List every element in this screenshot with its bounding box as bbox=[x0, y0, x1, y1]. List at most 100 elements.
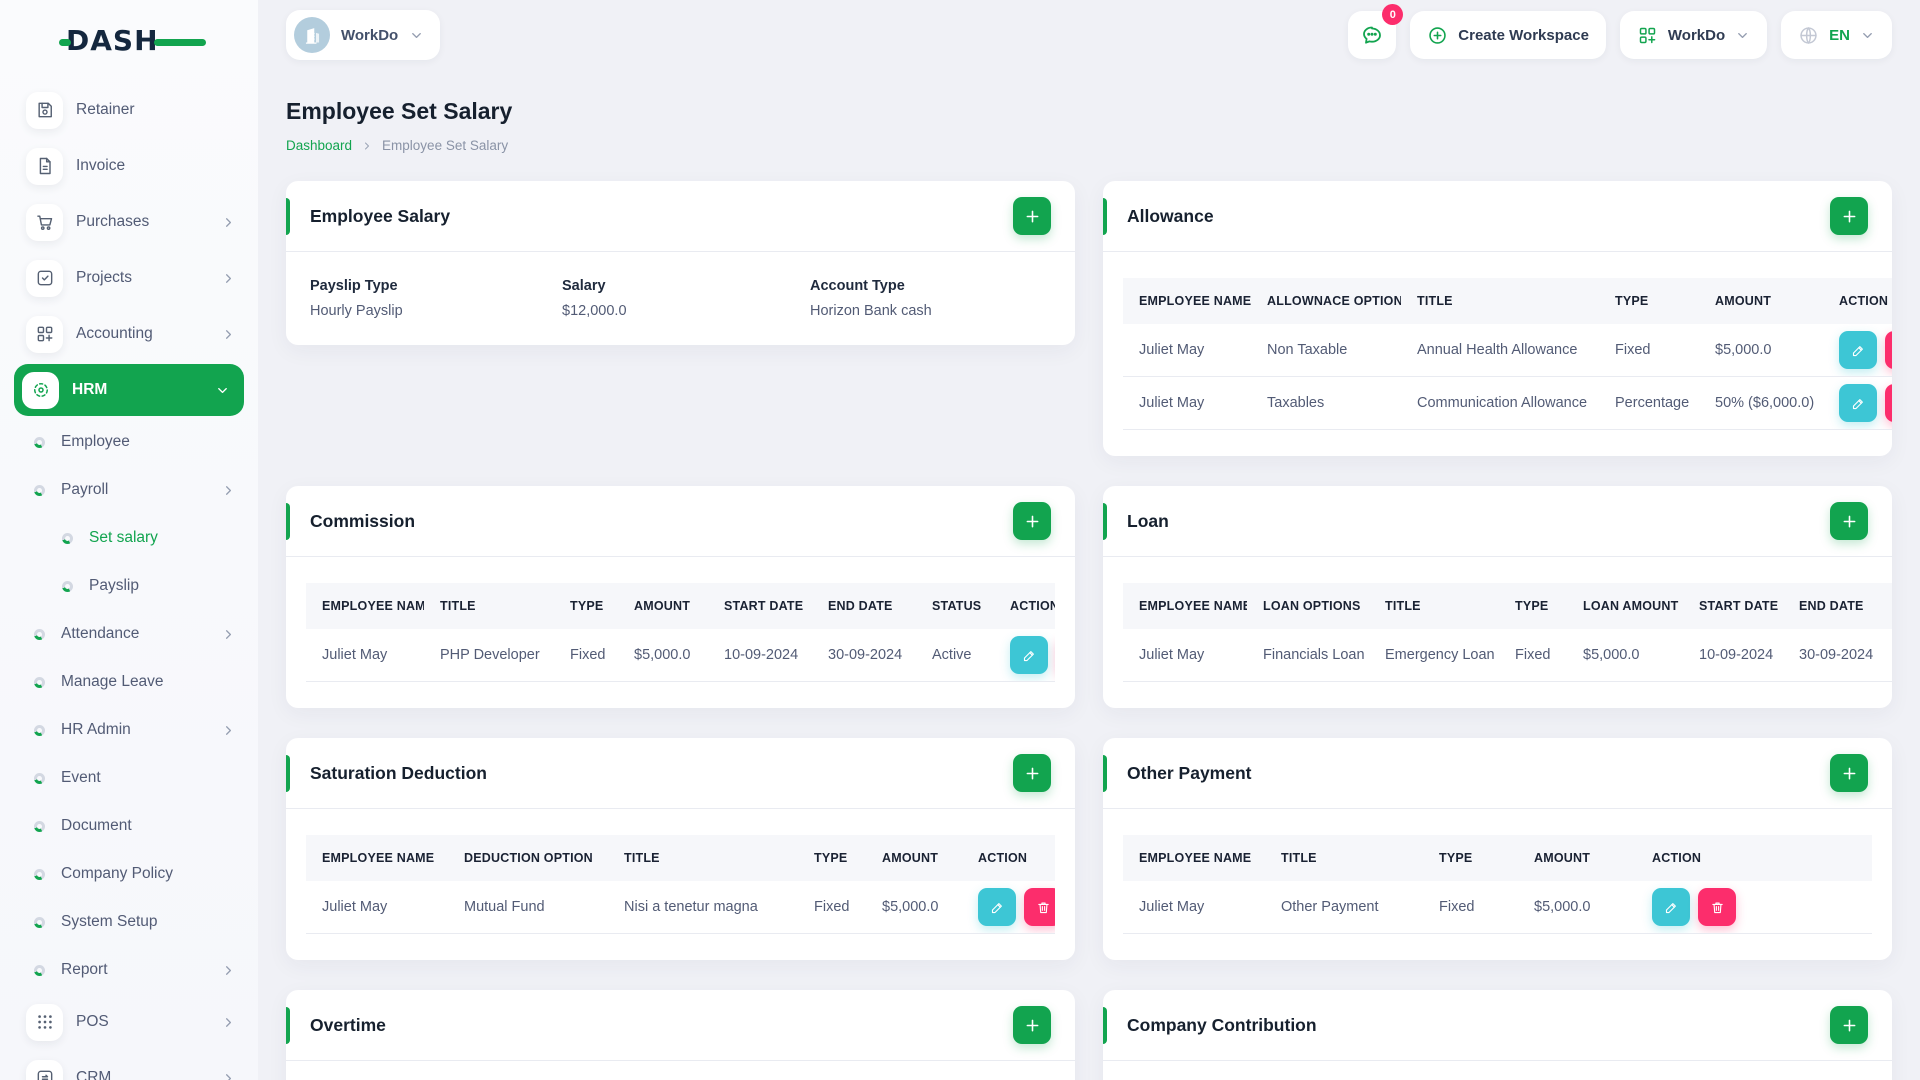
create-workspace-button[interactable]: Create Workspace bbox=[1410, 11, 1606, 59]
edit-button[interactable] bbox=[1652, 888, 1690, 926]
sidebar-item-projects[interactable]: Projects bbox=[0, 250, 258, 306]
workspace-selector[interactable]: WorkDo bbox=[286, 10, 441, 60]
workspace-name: WorkDo bbox=[341, 26, 399, 44]
add-company-contribution-button[interactable] bbox=[1830, 1006, 1868, 1044]
delete-button[interactable] bbox=[1024, 888, 1055, 926]
sidebar-item-retainer[interactable]: Retainer bbox=[0, 82, 258, 138]
field-value: Horizon Bank cash bbox=[810, 303, 932, 319]
sidebar-item-event[interactable]: Event bbox=[0, 754, 258, 802]
logo-dash-accent bbox=[154, 39, 206, 46]
column-header: START DATE bbox=[708, 583, 812, 629]
bullet-icon bbox=[34, 484, 45, 496]
sidebar-item-accounting[interactable]: Accounting bbox=[0, 306, 258, 362]
topbar: WorkDo 0 Create Workspace WorkDo bbox=[286, 0, 1892, 70]
pos-grid-icon bbox=[26, 1003, 63, 1041]
globe-icon bbox=[1798, 25, 1819, 46]
edit-button[interactable] bbox=[1839, 331, 1877, 369]
app-logo[interactable]: DASH bbox=[59, 24, 206, 58]
table-header-row: EMPLOYEE NAME LOAN OPTIONS TITLE TYPE LO… bbox=[1123, 583, 1892, 629]
sidebar-item-hrm[interactable]: HRM bbox=[14, 364, 244, 416]
saturation-deduction-table: EMPLOYEE NAME DEDUCTION OPTION TITLE TYP… bbox=[306, 835, 1055, 934]
card-header: Other Payment bbox=[1103, 738, 1892, 809]
cell-end-date: 30-09-2024 bbox=[812, 629, 916, 682]
sidebar-item-pos[interactable]: POS bbox=[0, 994, 258, 1050]
edit-button[interactable] bbox=[978, 888, 1016, 926]
sidebar-item-company-policy[interactable]: Company Policy bbox=[0, 850, 258, 898]
edit-employee-salary-button[interactable] bbox=[1013, 197, 1051, 235]
chevron-right-icon bbox=[221, 627, 236, 642]
chevron-right-icon bbox=[221, 327, 236, 342]
table-row: Juliet May Mutual Fund Nisi a tenetur ma… bbox=[306, 881, 1055, 934]
sidebar-item-set-salary[interactable]: Set salary bbox=[0, 514, 258, 562]
cell-actions bbox=[1636, 881, 1872, 934]
add-allowance-button[interactable] bbox=[1830, 197, 1868, 235]
sidebar-item-label: System Setup bbox=[61, 913, 158, 930]
card-header: Saturation Deduction bbox=[286, 738, 1075, 809]
workspace-avatar bbox=[294, 17, 330, 53]
bullet-icon bbox=[34, 676, 45, 688]
table-header-row: EMPLOYEE NAME TITLE TYPE AMOUNT ACTION bbox=[1123, 835, 1872, 881]
plus-icon bbox=[1026, 767, 1038, 779]
sidebar-item-payroll[interactable]: Payroll bbox=[0, 466, 258, 514]
cell-title: Nisi a tenetur magna bbox=[608, 881, 798, 934]
edit-button[interactable] bbox=[1010, 636, 1048, 674]
delete-button[interactable] bbox=[1698, 888, 1736, 926]
bullet-icon bbox=[34, 820, 45, 832]
bullet-icon bbox=[62, 580, 73, 592]
add-saturation-deduction-button[interactable] bbox=[1013, 754, 1051, 792]
sidebar-item-invoice[interactable]: Invoice bbox=[0, 138, 258, 194]
sidebar-item-report[interactable]: Report bbox=[0, 946, 258, 994]
invoice-icon bbox=[26, 147, 63, 185]
field-label: Payslip Type bbox=[310, 278, 398, 294]
cell-end-date: 30-09-2024 bbox=[1783, 629, 1892, 682]
bullet-icon bbox=[34, 628, 45, 640]
workspace-menu-label: WorkDo bbox=[1667, 26, 1726, 44]
sidebar-item-document[interactable]: Document bbox=[0, 802, 258, 850]
workspace-menu-button[interactable]: WorkDo bbox=[1619, 11, 1768, 59]
sidebar-item-manage-leave[interactable]: Manage Leave bbox=[0, 658, 258, 706]
sidebar-item-label: Document bbox=[61, 817, 132, 834]
sidebar-item-system-setup[interactable]: System Setup bbox=[0, 898, 258, 946]
column-header: ACTION bbox=[1823, 278, 1892, 324]
delete-button[interactable] bbox=[1885, 331, 1892, 369]
logo-text: DASH bbox=[66, 24, 159, 57]
add-overtime-button[interactable] bbox=[1013, 1006, 1051, 1044]
sidebar-item-payslip[interactable]: Payslip bbox=[0, 562, 258, 610]
language-selector[interactable]: EN bbox=[1781, 11, 1892, 59]
cell-employee-name: Juliet May bbox=[306, 881, 448, 934]
sidebar-nav: Retainer Invoice Purchases Projects Acco… bbox=[0, 68, 258, 1080]
cell-title: PHP Developer bbox=[424, 629, 554, 682]
page-head: Employee Set Salary Dashboard Employee S… bbox=[286, 98, 1892, 153]
cell-loan-options: Financials Loan bbox=[1247, 629, 1369, 682]
sidebar-item-employee[interactable]: Employee bbox=[0, 418, 258, 466]
sidebar-item-attendance[interactable]: Attendance bbox=[0, 610, 258, 658]
cell-employee-name: Juliet May bbox=[1123, 629, 1247, 682]
messenger-button[interactable]: 0 bbox=[1348, 4, 1404, 59]
add-other-payment-button[interactable] bbox=[1830, 754, 1868, 792]
column-header: TYPE bbox=[1599, 278, 1699, 324]
edit-button[interactable] bbox=[1839, 384, 1877, 422]
plus-icon bbox=[1843, 1019, 1855, 1031]
sidebar-item-hr-admin[interactable]: HR Admin bbox=[0, 706, 258, 754]
sidebar-item-label: Employee bbox=[61, 433, 130, 450]
table-header-row: EMPLOYEE NAME ALLOWNACE OPTION TITLE TYP… bbox=[1123, 278, 1892, 324]
card-body: EMPLOYEE NAME TITLE TYPE AMOUNT START DA… bbox=[286, 557, 1075, 708]
chevron-down-icon bbox=[409, 28, 424, 43]
column-header: EMPLOYEE NAME bbox=[306, 835, 448, 881]
sidebar-item-label: HRM bbox=[72, 381, 108, 398]
table-row: Juliet May Other Payment Fixed $5,000.0 bbox=[1123, 881, 1872, 934]
breadcrumb-dashboard-link[interactable]: Dashboard bbox=[286, 138, 353, 153]
sidebar-item-label: Event bbox=[61, 769, 101, 786]
message-count-badge: 0 bbox=[1382, 4, 1404, 25]
delete-button[interactable] bbox=[1885, 384, 1892, 422]
overtime-card: Overtime bbox=[286, 990, 1075, 1080]
commission-table: EMPLOYEE NAME TITLE TYPE AMOUNT START DA… bbox=[306, 583, 1055, 682]
add-loan-button[interactable] bbox=[1830, 502, 1868, 540]
cell-loan-amount: $5,000.0 bbox=[1567, 629, 1683, 682]
language-label: EN bbox=[1829, 26, 1850, 44]
sidebar-item-purchases[interactable]: Purchases bbox=[0, 194, 258, 250]
add-commission-button[interactable] bbox=[1013, 502, 1051, 540]
bullet-icon bbox=[34, 436, 45, 448]
cell-amount: $5,000.0 bbox=[1699, 324, 1823, 377]
sidebar-item-crm[interactable]: CRM bbox=[0, 1050, 258, 1080]
